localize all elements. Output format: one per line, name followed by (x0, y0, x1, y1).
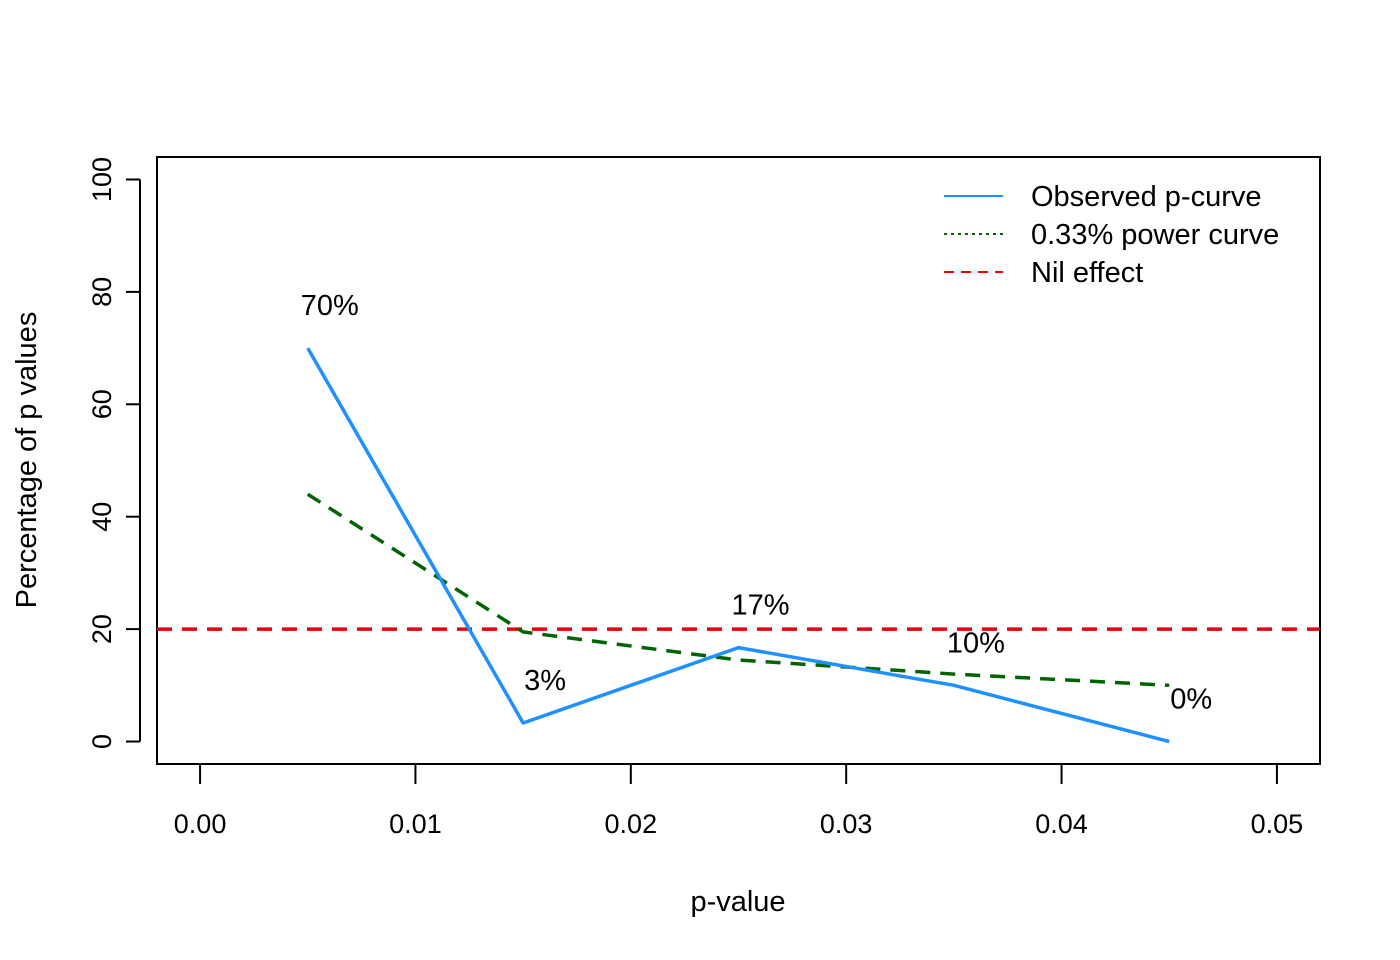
y-axis: 0 20 40 60 80 100 (87, 157, 141, 749)
x-tick-label: 0.02 (605, 809, 658, 839)
y-tick-label: 60 (87, 389, 117, 419)
y-tick-label: 80 (87, 277, 117, 307)
x-tick-label: 0.04 (1035, 809, 1088, 839)
y-tick-label: 0 (87, 734, 117, 749)
x-tick-label: 0.03 (820, 809, 873, 839)
y-axis-title: Percentage of p values (11, 312, 43, 609)
series-0-33-power-curve (306, 492, 1170, 688)
x-tick-label: 0.00 (174, 809, 227, 839)
x-axis-title: p-value (690, 886, 785, 918)
y-tick-label: 40 (87, 502, 117, 532)
point-label: 10% (947, 627, 1005, 659)
legend-label: 0.33% power curve (1031, 219, 1279, 251)
point-label: 70% (301, 290, 359, 322)
x-tick-label: 0.05 (1251, 809, 1304, 839)
x-tick-label: 0.01 (389, 809, 442, 839)
legend-label: Observed p-curve (1031, 181, 1262, 213)
legend-label: Nil effect (1031, 257, 1143, 289)
point-label: 17% (731, 590, 789, 622)
series-observed-p-curve (306, 347, 1170, 744)
y-tick-label: 20 (87, 614, 117, 644)
point-label: 0% (1170, 684, 1212, 716)
series-layer (157, 347, 1320, 744)
x-axis: 0.00 0.01 0.02 0.03 0.04 0.05 (174, 763, 1304, 839)
legend: Observed p-curve 0.33% power curve Nil eff… (944, 181, 1279, 289)
point-label: 3% (524, 665, 566, 697)
point-labels: 70% 3% 17% 10% 0% (301, 290, 1212, 715)
y-tick-label: 100 (87, 157, 117, 202)
